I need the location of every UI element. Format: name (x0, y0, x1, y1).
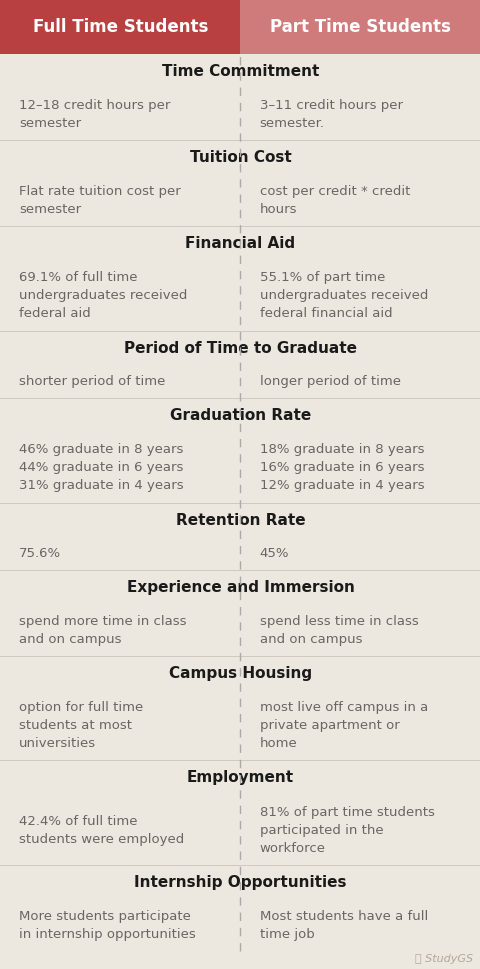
Text: 45%: 45% (259, 547, 288, 559)
Text: ⧉ StudyGS: ⧉ StudyGS (414, 953, 472, 963)
Text: 3–11 credit hours per
semester.: 3–11 credit hours per semester. (259, 99, 402, 130)
Text: Period of Time to Graduate: Period of Time to Graduate (124, 340, 356, 356)
Text: Most students have a full
time job: Most students have a full time job (259, 909, 427, 940)
Text: 55.1% of part time
undergraduates received
federal financial aid: 55.1% of part time undergraduates receiv… (259, 271, 427, 320)
Text: 81% of part time students
participated in the
workforce: 81% of part time students participated i… (259, 805, 434, 854)
Text: option for full time
students at most
universities: option for full time students at most un… (19, 701, 143, 749)
Text: Retention Rate: Retention Rate (175, 512, 305, 527)
Text: spend less time in class
and on campus: spend less time in class and on campus (259, 614, 418, 645)
Text: Campus Housing: Campus Housing (168, 665, 312, 680)
Text: 42.4% of full time
students were employed: 42.4% of full time students were employe… (19, 814, 184, 845)
Text: most live off campus in a
private apartment or
home: most live off campus in a private apartm… (259, 701, 427, 749)
Text: Part Time Students: Part Time Students (270, 18, 450, 37)
Text: Flat rate tuition cost per
semester: Flat rate tuition cost per semester (19, 185, 180, 216)
Text: Full Time Students: Full Time Students (33, 18, 207, 37)
Text: Employment: Employment (187, 769, 293, 785)
Text: 75.6%: 75.6% (19, 547, 61, 559)
FancyBboxPatch shape (0, 0, 240, 55)
Text: Graduation Rate: Graduation Rate (169, 407, 311, 422)
Text: Tuition Cost: Tuition Cost (189, 150, 291, 165)
Text: cost per credit * credit
hours: cost per credit * credit hours (259, 185, 409, 216)
Text: Time Commitment: Time Commitment (161, 64, 319, 78)
Text: 12–18 credit hours per
semester: 12–18 credit hours per semester (19, 99, 170, 130)
Text: spend more time in class
and on campus: spend more time in class and on campus (19, 614, 186, 645)
Text: Financial Aid: Financial Aid (185, 235, 295, 251)
Text: Internship Opportunities: Internship Opportunities (134, 874, 346, 890)
Text: More students participate
in internship opportunities: More students participate in internship … (19, 909, 195, 940)
FancyBboxPatch shape (240, 0, 480, 55)
Text: 46% graduate in 8 years
44% graduate in 6 years
31% graduate in 4 years: 46% graduate in 8 years 44% graduate in … (19, 443, 183, 491)
Text: longer period of time: longer period of time (259, 375, 400, 388)
Text: 18% graduate in 8 years
16% graduate in 6 years
12% graduate in 4 years: 18% graduate in 8 years 16% graduate in … (259, 443, 423, 491)
Text: 69.1% of full time
undergraduates received
federal aid: 69.1% of full time undergraduates receiv… (19, 271, 187, 320)
Text: Experience and Immersion: Experience and Immersion (126, 579, 354, 594)
Text: shorter period of time: shorter period of time (19, 375, 165, 388)
